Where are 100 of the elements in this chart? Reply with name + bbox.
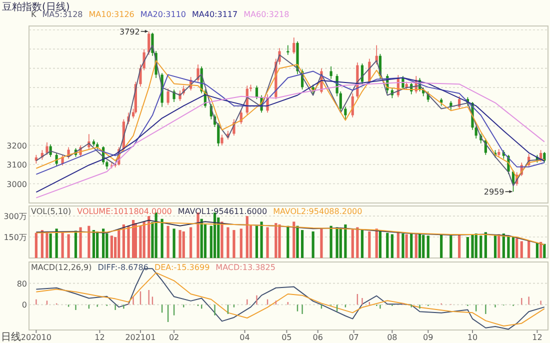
chart-title: MACD(12,26,9): [31, 263, 92, 272]
bar: [79, 227, 82, 258]
bar: [396, 231, 400, 258]
x-tick-label: 202101: [125, 333, 156, 342]
text: K: [31, 10, 37, 19]
bar: [466, 237, 469, 258]
x-tick-label: 12: [532, 333, 542, 342]
x-tick-label: 10: [467, 333, 478, 342]
y-tick-label: 300万: [4, 212, 27, 222]
bar: [122, 224, 125, 258]
bar: [49, 234, 52, 258]
bar: [336, 227, 338, 258]
bar: [166, 226, 170, 258]
bar: [132, 220, 135, 258]
bar: [543, 244, 546, 258]
bar: [536, 242, 539, 258]
candlestick: [196, 64, 200, 82]
candlestick: [166, 88, 170, 106]
x-tick-label: 09: [423, 333, 434, 342]
candlestick: [344, 106, 347, 121]
bar: [402, 234, 404, 258]
bar: [386, 232, 389, 258]
series-label: VOLUME:1011804.0000: [77, 207, 172, 216]
bar: [74, 230, 78, 258]
bar: [92, 230, 96, 258]
candlestick: [330, 66, 332, 80]
series-label: MAVOL2:954088.2000: [273, 207, 362, 216]
bar: [286, 226, 290, 258]
bar: [516, 238, 518, 258]
x-tick-label: 06: [312, 333, 323, 342]
bar: [40, 230, 44, 258]
y-tick-label: 80: [16, 279, 27, 288]
bar: [414, 234, 418, 258]
bar: [378, 230, 382, 258]
bar: [471, 234, 474, 258]
bar: [172, 228, 176, 258]
bar: [312, 231, 314, 258]
candlestick: [46, 142, 48, 156]
candlestick: [172, 89, 176, 102]
bar: [46, 231, 48, 258]
bar: [226, 227, 230, 258]
bar: [255, 226, 258, 258]
bar: [213, 212, 216, 258]
y-tick-label: 150万: [4, 233, 27, 242]
bar: [127, 226, 130, 258]
candlestick: [360, 63, 364, 86]
bar: [502, 234, 505, 258]
candlestick: [220, 134, 224, 146]
bar: [178, 230, 182, 258]
candlestick: [255, 85, 258, 100]
bar: [154, 212, 158, 258]
y-tick-label: 3100: [6, 160, 27, 170]
bar: [484, 232, 487, 258]
bar: [390, 234, 394, 258]
bar: [200, 218, 203, 258]
x-tick-label: 05: [282, 333, 292, 342]
bar: [292, 222, 296, 258]
x-tick-label: 02: [168, 333, 180, 342]
bar: [480, 236, 482, 258]
bar: [61, 232, 64, 258]
x-tick-label: 07: [348, 333, 359, 342]
text: MACD:13.3825: [216, 263, 276, 272]
candlestick: [292, 37, 296, 54]
bar: [507, 236, 510, 258]
text: MA20:3110: [140, 10, 186, 19]
bar: [160, 218, 164, 258]
candlestick: [148, 30, 150, 56]
chart-title: VOL(5,10): [31, 207, 72, 216]
bar: [418, 234, 422, 258]
bar: [410, 232, 413, 258]
bar: [512, 237, 515, 258]
bar: [240, 228, 242, 258]
bar: [232, 230, 236, 258]
bar: [142, 222, 146, 258]
bar: [190, 227, 192, 258]
annotation: 3792: [120, 27, 140, 36]
bar: [102, 228, 105, 258]
bar: [220, 222, 224, 258]
bar: [405, 234, 408, 258]
y-tick-label: 3200: [6, 141, 27, 150]
annotation: 2959: [484, 188, 504, 197]
text: MA10:3126: [88, 10, 134, 19]
bar: [375, 228, 378, 258]
bar: [246, 216, 248, 258]
bar: [55, 228, 58, 258]
bar: [368, 231, 371, 258]
bar: [139, 226, 142, 258]
bar: [339, 228, 342, 258]
bar: [274, 223, 278, 258]
text: MA60:3218: [244, 10, 290, 19]
bar: [356, 227, 359, 258]
x-tick-label: 04: [240, 333, 250, 342]
x-tick-label: 12: [94, 333, 105, 342]
bar: [266, 227, 269, 258]
text: MA5:3128: [42, 10, 83, 19]
x-axis-title: 日线: [1, 331, 21, 343]
y-tick-label: 0: [22, 300, 27, 310]
bar: [196, 212, 200, 258]
bar: [520, 241, 523, 258]
bar: [422, 234, 425, 258]
